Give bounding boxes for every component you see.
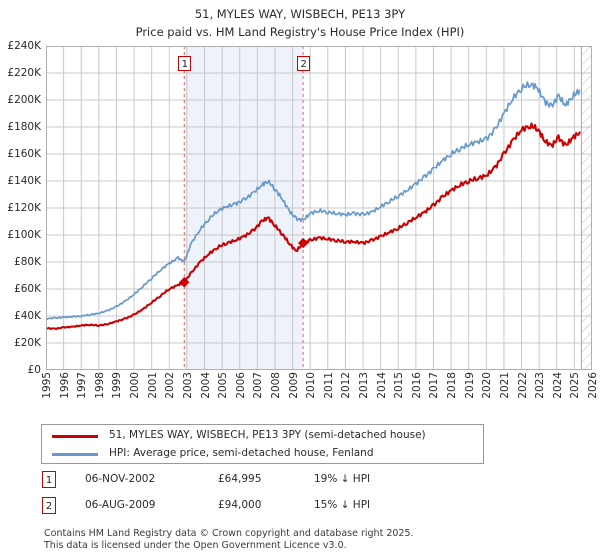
y-axis-tick-label: £140K (7, 175, 41, 187)
transaction-vertical-lines (183, 46, 304, 370)
transaction-badge-1[interactable]: 1 (42, 471, 56, 488)
x-axis-tick-label: 2003 (181, 372, 194, 399)
x-axis-tick-label: 1995 (41, 372, 53, 399)
x-axis-tick-label: 2022 (516, 372, 529, 399)
x-axis-tick-label: 2005 (217, 372, 230, 399)
page-title: 51, MYLES WAY, WISBECH, PE13 3PY (194, 7, 406, 21)
x-axis-tick-label: 2023 (534, 372, 547, 399)
x-axis-tick-label: 2008 (269, 372, 282, 399)
x-axis: 1995 1996 1997 1998 1999 2000 2001 2002 2003 2004… (41, 372, 599, 416)
x-axis-tick-label: 1997 (76, 372, 89, 399)
y-axis-tick-label: £80K (14, 256, 41, 268)
legend-item-hpi[interactable]: HPI: Average price, semi-detached house,… (42, 444, 483, 464)
x-axis-tick-label: 2017 (428, 372, 441, 399)
x-axis-tick-label: 2012 (340, 372, 353, 399)
table-row[interactable]: 1 06-NOV-2002 £64,995 19% ↓ HPI (41, 470, 501, 496)
x-axis-tick-label: 2000 (129, 372, 142, 399)
series-lines (46, 81, 581, 331)
legend-swatch-price-paid (52, 435, 98, 438)
provisional-data-hatch (580, 46, 592, 370)
footer-line-licence: This data is licensed under the Open Gov… (44, 540, 347, 551)
y-axis-tick-label: £240K (7, 40, 41, 52)
x-axis-tick-label: 2020 (481, 372, 494, 399)
x-axis-tick-label: 2021 (498, 372, 511, 399)
price-history-chart (46, 46, 592, 370)
legend-label-price-paid: 51, MYLES WAY, WISBECH, PE13 3PY (semi-d… (109, 429, 426, 441)
x-axis-tick-label: 2006 (234, 372, 247, 399)
y-axis-tick-label: £100K (7, 229, 41, 241)
legend-item-price-paid[interactable]: 51, MYLES WAY, WISBECH, PE13 3PY (semi-d… (42, 426, 483, 446)
legend-swatch-hpi (52, 453, 98, 456)
x-axis-tick-label: 2007 (252, 372, 265, 399)
x-axis-tick-label: 1996 (58, 372, 71, 399)
page-subtitle: Price paid vs. HM Land Registry's House … (135, 25, 465, 39)
x-axis-tick-label: 2002 (164, 372, 177, 399)
x-axis-tick-label: 2026 (587, 372, 599, 399)
transaction-date-2: 06-AUG-2009 (85, 499, 156, 511)
x-axis-tick-label: 2015 (393, 372, 406, 399)
footer-line-copyright: Contains HM Land Registry data © Crown c… (44, 528, 414, 539)
y-axis-tick-label: £120K (7, 202, 41, 214)
transactions-table: 1 06-NOV-2002 £64,995 19% ↓ HPI 2 06-AUG… (41, 470, 501, 522)
x-axis-tick-label: 2001 (146, 372, 159, 399)
y-axis-tick-label: £0 (27, 364, 41, 376)
grid-lines (46, 46, 592, 370)
x-axis-tick-label: 2024 (551, 372, 564, 399)
plot-marker-box-2[interactable]: 2 (297, 56, 311, 71)
transaction-badge-2[interactable]: 2 (42, 497, 56, 514)
legend-label-hpi: HPI: Average price, semi-detached house,… (109, 447, 374, 459)
table-row[interactable]: 2 06-AUG-2009 £94,000 15% ↓ HPI (41, 496, 501, 522)
plot-marker-box-1[interactable]: 1 (178, 56, 192, 71)
transaction-point-markers (179, 237, 309, 288)
y-axis-tick-label: £40K (14, 310, 41, 322)
chart-legend: 51, MYLES WAY, WISBECH, PE13 3PY (semi-d… (41, 424, 484, 464)
transaction-date-1: 06-NOV-2002 (85, 473, 156, 485)
x-axis-tick-label: 2016 (410, 372, 423, 399)
x-axis-tick-label: 2014 (375, 372, 388, 399)
x-axis-tick-label: 2010 (305, 372, 318, 399)
y-axis-tick-label: £60K (14, 283, 41, 295)
transaction-hpi-delta-2: 15% ↓ HPI (314, 499, 371, 511)
y-axis: £0 £20K £40K £60K £80K £100K £120K £140K £160K £1… (0, 0, 44, 380)
x-axis-tick-label: 2018 (446, 372, 459, 399)
footer-attribution: Contains HM Land Registry data © Crown c… (44, 528, 584, 552)
transaction-hpi-delta-1: 19% ↓ HPI (314, 473, 371, 485)
y-axis-tick-label: £20K (14, 337, 41, 349)
transaction-price-1: £64,995 (218, 473, 262, 485)
x-axis-tick-label: 1999 (111, 372, 124, 399)
y-axis-tick-label: £220K (7, 67, 41, 79)
title-block: 51, MYLES WAY, WISBECH, PE13 3PY Price p… (0, 0, 600, 40)
x-axis-tick-label: 2004 (199, 372, 212, 399)
chart-plot-area: 1 2 (46, 46, 592, 370)
x-axis-tick-label: 2025 (569, 372, 582, 399)
x-axis-tick-label: 2009 (287, 372, 300, 399)
x-axis-tick-label: 2019 (463, 372, 476, 399)
x-axis-tick-label: 2011 (322, 372, 335, 399)
x-axis-tick-label: 2013 (358, 372, 371, 399)
y-axis-tick-label: £180K (7, 121, 41, 133)
x-axis-tick-label: 1998 (93, 372, 106, 399)
transaction-price-2: £94,000 (218, 499, 262, 511)
y-axis-tick-label: £200K (7, 94, 41, 106)
y-axis-tick-label: £160K (7, 148, 41, 160)
